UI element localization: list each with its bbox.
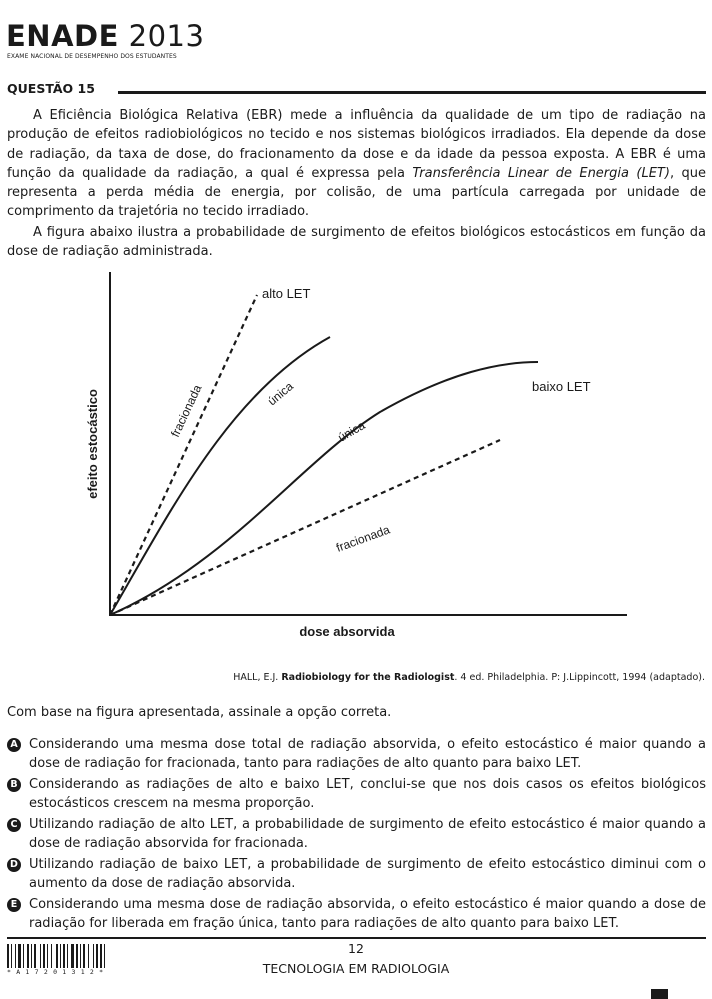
option-e-marker: E xyxy=(7,898,21,912)
option-d-marker: D xyxy=(7,858,21,872)
barcode-bar xyxy=(31,944,32,968)
option-a[interactable]: A Considerando uma mesma dose total de r… xyxy=(7,735,706,774)
barcode-bar xyxy=(47,944,48,968)
barcode-icon xyxy=(7,944,105,968)
option-c[interactable]: C Utilizando radiação de alto LET, a pro… xyxy=(7,815,706,854)
stochastic-effect-figure: alto LET baixo LET fracionada única únic… xyxy=(85,272,627,639)
label-unica-alto: única xyxy=(265,379,296,408)
barcode-bar xyxy=(15,944,16,968)
figure-citation: HALL, E.J. Radiobiology for the Radiolog… xyxy=(233,672,705,683)
barcode-bar xyxy=(34,944,36,968)
label-fracionada-alto: fracionada xyxy=(168,382,205,439)
barcode-bar xyxy=(104,944,105,968)
curve-alto-let-fracionada xyxy=(109,294,258,616)
option-d[interactable]: D Utilizando radiação de baixo LET, a pr… xyxy=(7,855,706,894)
corner-registration-mark xyxy=(651,989,668,999)
figure-intro-text: A figura abaixo ilustra a probabilidade … xyxy=(7,225,706,260)
question-title: QUESTÃO 15 xyxy=(7,81,95,96)
barcode-bar xyxy=(56,944,58,968)
barcode-bar xyxy=(27,944,29,968)
barcode-bar xyxy=(7,944,9,968)
option-b-marker: B xyxy=(7,778,21,792)
y-axis-label: efeito estocástico xyxy=(85,389,100,499)
barcode-bar xyxy=(80,944,81,968)
barcode-bar xyxy=(23,944,24,968)
option-c-text: Utilizando radiação de alto LET, a proba… xyxy=(29,817,706,852)
question-prompt: Com base na figura apresentada, assinale… xyxy=(7,705,392,720)
logo-bold: ENADE xyxy=(6,19,119,53)
option-b[interactable]: B Considerando as radiações de alto e ba… xyxy=(7,775,706,814)
label-alto-let: alto LET xyxy=(262,286,310,301)
barcode-bar xyxy=(76,944,78,968)
option-a-text: Considerando uma mesma dose total de rad… xyxy=(29,737,706,772)
barcode-bar xyxy=(51,944,52,968)
intro-paragraph: A Eficiência Biológica Relativa (EBR) me… xyxy=(7,106,706,222)
course-name: TECNOLOGIA EM RADIOLOGIA xyxy=(262,961,450,976)
barcode-bar xyxy=(100,944,102,968)
option-e[interactable]: E Considerando uma mesma dose de radiaçã… xyxy=(7,895,706,934)
barcode-bar xyxy=(60,944,61,968)
barcode-bar xyxy=(63,944,65,968)
barcode-number: *A17201312* xyxy=(7,968,109,976)
intro-text-1: A Eficiência Biológica Relativa (EBR) me… xyxy=(7,108,706,181)
citation-author: HALL, E.J. xyxy=(233,672,282,683)
barcode-bar xyxy=(67,944,68,968)
label-baixo-let: baixo LET xyxy=(532,379,591,394)
option-c-marker: C xyxy=(7,818,21,832)
barcode-bar xyxy=(11,944,12,968)
barcode-bar xyxy=(71,944,74,968)
option-a-marker: A xyxy=(7,738,21,752)
logo-year: 2013 xyxy=(128,19,205,53)
barcode-bar xyxy=(88,944,89,968)
barcode-bar xyxy=(93,944,94,968)
barcode-bar xyxy=(40,944,41,968)
x-axis-label: dose absorvida xyxy=(299,624,395,639)
page-number: 12 xyxy=(348,941,364,956)
option-d-text: Utilizando radiação de baixo LET, a prob… xyxy=(29,857,706,892)
title-rule xyxy=(118,91,706,94)
option-e-text: Considerando uma mesma dose de radiação … xyxy=(29,897,706,932)
curve-alto-let-unica xyxy=(109,336,331,616)
footer-rule xyxy=(7,937,706,939)
logo-subtitle: EXAME NACIONAL DE DESEMPENHO DOS ESTUDAN… xyxy=(7,53,177,60)
barcode-bar xyxy=(43,944,45,968)
option-b-text: Considerando as radiações de alto e baix… xyxy=(29,777,706,812)
label-fracionada-baixo: fracionada xyxy=(334,522,392,554)
intro-italic-term: Transferência Linear de Energia (LET) xyxy=(412,165,670,181)
enade-logo: ENADE 2013 xyxy=(6,20,204,52)
intro-text-2: , que representa a perda média de energi… xyxy=(7,165,706,220)
label-unica-baixo: única xyxy=(336,418,368,445)
curve-baixo-let-unica xyxy=(109,361,539,616)
curve-baixo-let-fracionada xyxy=(109,438,501,617)
barcode-bar xyxy=(96,944,98,968)
citation-rest: . 4 ed. Philadelphia. P: J.Lippincott, 1… xyxy=(454,672,705,683)
barcode-bar xyxy=(83,944,85,968)
barcode-bar xyxy=(18,944,21,968)
figure-intro-paragraph: A figura abaixo ilustra a probabilidade … xyxy=(7,223,706,262)
citation-book: Radiobiology for the Radiologist xyxy=(281,672,455,683)
